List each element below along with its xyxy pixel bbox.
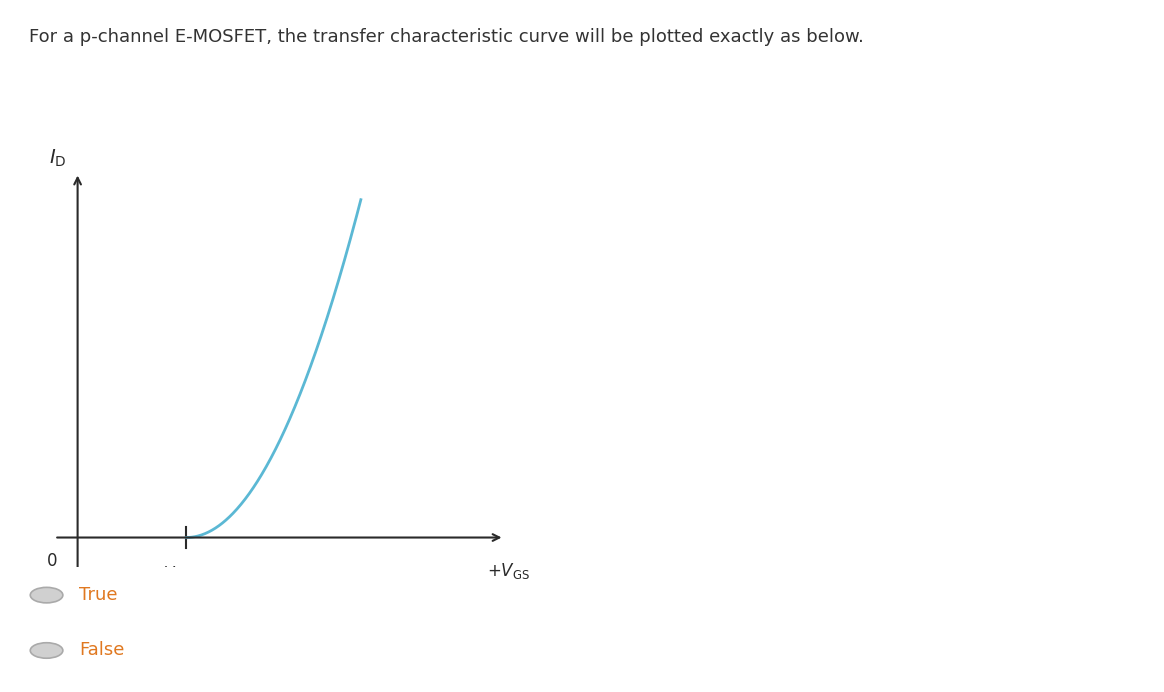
Text: 0: 0: [47, 552, 58, 570]
Text: $+V_\mathrm{GS}$: $+V_\mathrm{GS}$: [487, 561, 530, 581]
Text: For a p-channel E-MOSFET, the transfer characteristic curve will be plotted exac: For a p-channel E-MOSFET, the transfer c…: [29, 28, 864, 46]
Text: $\mathit{I}_\mathrm{D}$: $\mathit{I}_\mathrm{D}$: [49, 148, 68, 170]
Text: False: False: [79, 641, 125, 659]
Text: True: True: [79, 586, 118, 604]
Text: $V_\mathrm{GS(th)}$: $V_\mathrm{GS(th)}$: [163, 565, 210, 584]
Circle shape: [30, 588, 63, 603]
Circle shape: [30, 643, 63, 658]
